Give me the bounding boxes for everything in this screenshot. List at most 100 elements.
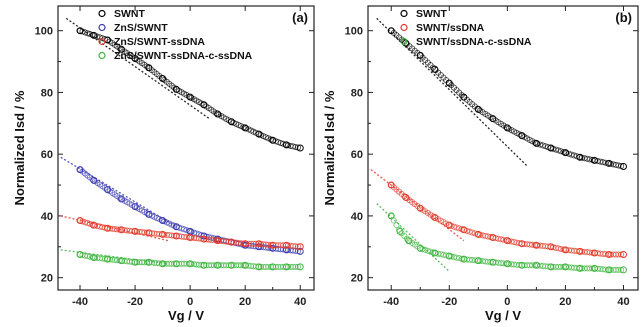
x-tick-label: -40 xyxy=(383,296,399,308)
legend-marker xyxy=(400,37,408,46)
data-point xyxy=(619,251,627,258)
data-point xyxy=(214,237,222,245)
data-point-trail xyxy=(563,149,570,156)
legend-label: SWNT xyxy=(114,8,145,20)
data-point-trail xyxy=(615,162,622,169)
legend-label: SWNT xyxy=(416,8,447,20)
data-point xyxy=(90,254,98,262)
data-point-trail xyxy=(450,223,457,230)
fit-line xyxy=(376,17,529,167)
data-point-trail xyxy=(292,243,299,250)
data-point xyxy=(76,251,84,258)
data-point-trail xyxy=(295,263,302,270)
data-point xyxy=(296,243,304,251)
data-point xyxy=(518,132,526,140)
data-point-trail xyxy=(416,245,423,252)
data-point-trail xyxy=(295,243,302,250)
legend: SWNT ZnS/SWNT ZnS/SWNT-ssDNA ZnS/SWNT-ssDNA… xyxy=(98,8,253,62)
legend-marker xyxy=(98,37,106,46)
data-point-trail xyxy=(542,143,549,150)
legend-label: ZnS/SWNT-ssDNA xyxy=(114,36,205,48)
data-point-trail xyxy=(292,263,299,270)
legend: SWNT SWNT/ssDNA SWNT/ssDNA-c-ssDNA xyxy=(400,8,532,48)
y-tick-label: 80 xyxy=(41,87,53,99)
legend-marker xyxy=(400,9,408,18)
data-point-trail xyxy=(456,225,463,232)
data-point xyxy=(200,235,208,243)
legend-label: SWNT/ssDNA-c-ssDNA xyxy=(416,36,532,48)
y-tick-label: 20 xyxy=(351,273,363,285)
y-tick-label: 20 xyxy=(41,273,53,285)
data-point-trail xyxy=(547,144,554,151)
y-tick-label: 80 xyxy=(351,87,363,99)
legend-label: SWNT/ssDNA xyxy=(416,22,485,34)
data-point xyxy=(186,234,194,242)
data-point xyxy=(186,260,194,268)
x-tick-label: -20 xyxy=(441,296,457,308)
y-tick-label: 100 xyxy=(345,26,363,38)
y-axis-label: Normalized Isd / % xyxy=(12,90,27,205)
plot-frame xyxy=(57,5,315,291)
data-point xyxy=(296,144,304,152)
fit-line xyxy=(376,203,450,272)
y-tick-label: 100 xyxy=(35,26,53,38)
data-point-trail xyxy=(448,222,455,229)
data-point-trail xyxy=(469,229,476,236)
data-point-trail xyxy=(453,224,460,231)
x-tick-label: -40 xyxy=(72,296,88,308)
panel-label: (a) xyxy=(292,10,308,25)
data-point-trail xyxy=(295,144,302,151)
data-point xyxy=(561,246,569,254)
legend-marker xyxy=(98,9,106,18)
data-point xyxy=(532,241,540,249)
data-point-trail xyxy=(471,230,478,237)
legend-label: ZnS/SWNT-ssDNA-c-ssDNA xyxy=(114,50,253,62)
plot-frame xyxy=(367,5,639,291)
data-point-trail xyxy=(552,146,559,153)
data-point-trail xyxy=(615,251,622,258)
y-tick-label: 60 xyxy=(351,149,363,161)
x-tick-label: 40 xyxy=(617,296,629,308)
data-point-trail xyxy=(461,226,468,233)
data-point-trail xyxy=(618,251,625,258)
data-point-trail xyxy=(292,247,299,254)
fit-line xyxy=(370,169,465,242)
data-point-trail xyxy=(537,141,544,148)
data-point-trail xyxy=(545,144,552,151)
series-zns-swnt-ssdna xyxy=(60,215,304,251)
chart-panel-a: -40 -20 0 20 40 20 40 60 80 100 Vg / V Normalized I… xyxy=(12,5,315,323)
data-point-trail xyxy=(568,151,575,158)
x-axis-label: Vg / V xyxy=(485,308,521,323)
y-tick-label: 60 xyxy=(41,149,53,161)
x-tick-label: 0 xyxy=(504,296,510,308)
data-point-trail xyxy=(390,217,397,224)
chart-panel-b: -40 -20 0 20 40 20 40 60 80 100 Vg / V Normalized I… xyxy=(322,5,639,323)
series-swnt-ssdna xyxy=(370,169,627,258)
data-point xyxy=(387,212,395,220)
data-point-trail xyxy=(571,152,578,159)
x-tick-label: 20 xyxy=(559,296,571,308)
data-point-trail xyxy=(555,147,562,154)
y-tick-label: 40 xyxy=(351,211,363,223)
data-point xyxy=(605,266,613,274)
data-point-trail xyxy=(422,246,429,253)
data-point-trail xyxy=(565,150,572,157)
y-tick-label: 40 xyxy=(41,211,53,223)
legend-marker xyxy=(98,51,106,60)
data-point xyxy=(561,263,569,271)
data-point-trail xyxy=(618,163,625,170)
data-point-trail xyxy=(445,221,452,228)
data-point-trail xyxy=(388,212,395,219)
series-swnt xyxy=(65,17,304,152)
data-point xyxy=(532,261,540,269)
data-point xyxy=(619,266,627,274)
data-point-trail xyxy=(463,227,470,234)
x-tick-label: 0 xyxy=(187,296,193,308)
data-point xyxy=(296,263,304,271)
data-point-trail xyxy=(458,226,465,233)
series-swnt xyxy=(376,17,627,171)
legend-label: ZnS/SWNT xyxy=(114,22,168,34)
data-point xyxy=(214,261,222,269)
data-point-trail xyxy=(618,266,625,273)
